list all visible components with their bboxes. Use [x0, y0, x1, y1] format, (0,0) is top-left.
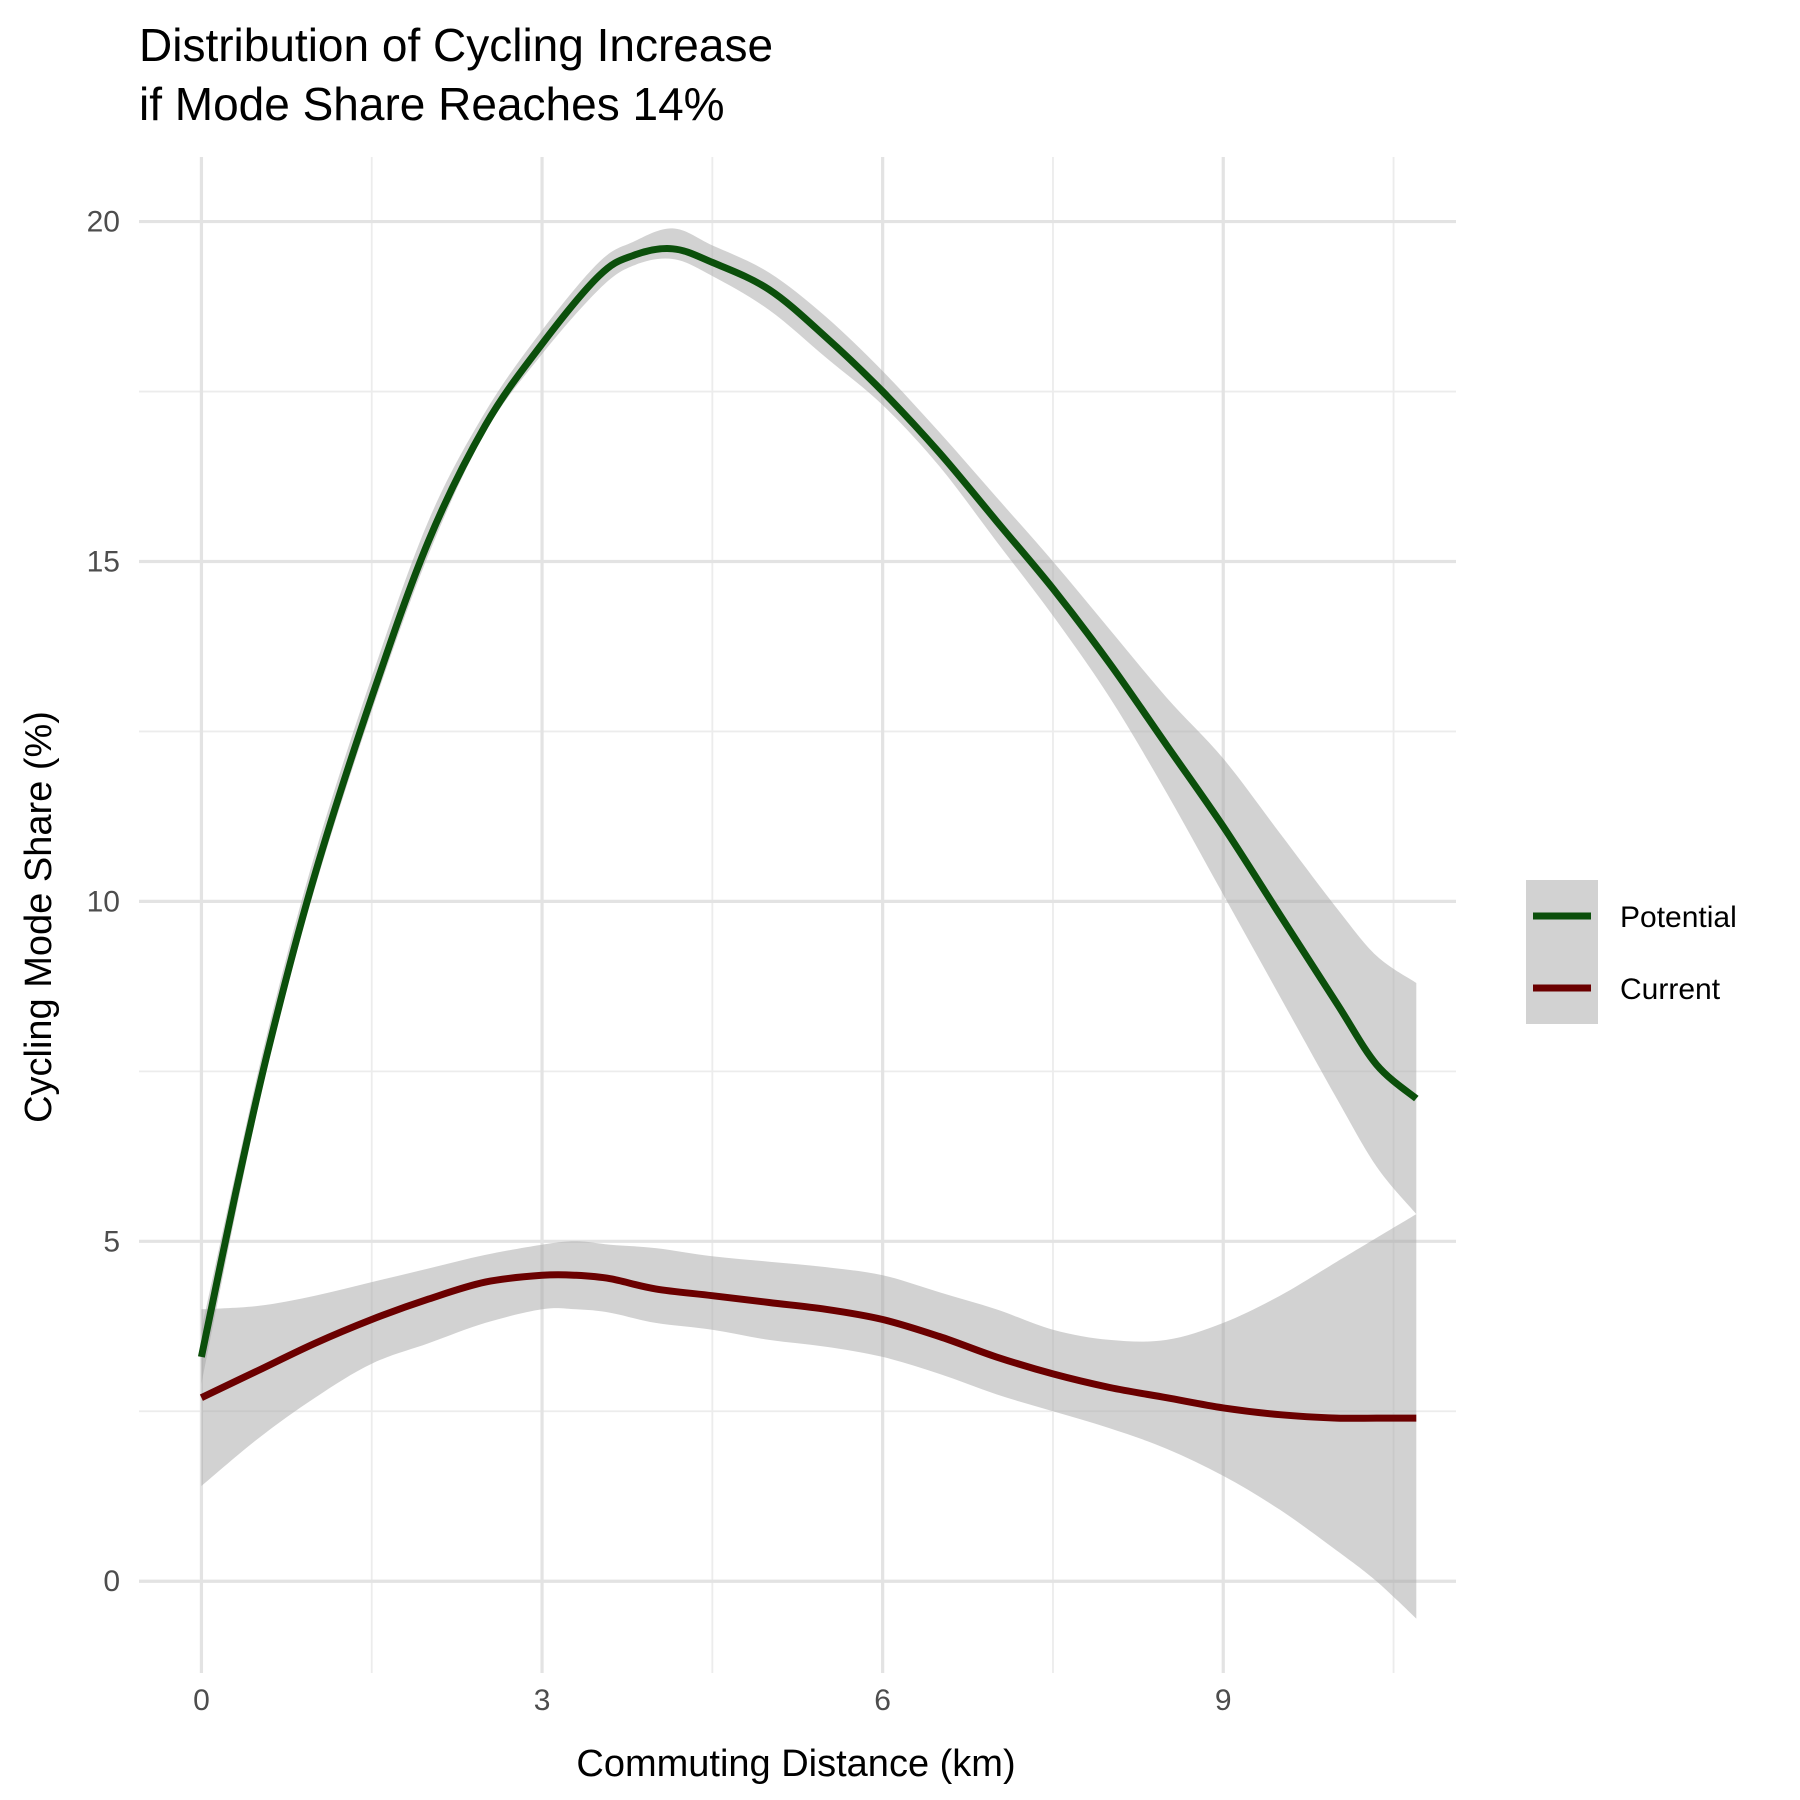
legend-label-current: Current: [1620, 973, 1721, 1006]
chart-title-line-1: Distribution of Cycling Increase: [139, 19, 773, 71]
x-tick-label-2: 6: [874, 1684, 891, 1717]
x-tick-label-1: 3: [534, 1684, 551, 1717]
y-tick-label-4: 20: [87, 206, 120, 239]
potential-series-line: [197, 245, 1419, 1358]
y-tick-label-2: 10: [87, 885, 120, 918]
current-confidence-band: [201, 1214, 1417, 1619]
y-axis-tick-labels: 0 5 10 15 20: [87, 206, 120, 1599]
major-gridlines: [139, 157, 1456, 1673]
confidence-bands: [201, 228, 1417, 1619]
x-tick-label-0: 0: [193, 1684, 210, 1717]
x-axis-tick-labels: 0 3 6 9: [193, 1684, 1231, 1717]
series-lines: [197, 245, 1419, 1422]
y-axis-title: Cycling Mode Share (%): [18, 711, 60, 1123]
legend-label-potential: Potential: [1620, 901, 1737, 934]
y-tick-label-1: 5: [103, 1225, 120, 1258]
y-tick-label-0: 0: [103, 1565, 120, 1598]
current-series-line: [199, 1271, 1417, 1422]
legend: Potential Current: [1526, 880, 1737, 1024]
x-tick-label-3: 9: [1215, 1684, 1232, 1717]
chart-title-line-2: if Mode Share Reaches 14%: [139, 78, 725, 130]
y-tick-label-3: 15: [87, 545, 120, 578]
chart-title: Distribution of Cycling Increase if Mode…: [139, 19, 773, 130]
x-axis-title: Commuting Distance (km): [576, 1743, 1015, 1785]
